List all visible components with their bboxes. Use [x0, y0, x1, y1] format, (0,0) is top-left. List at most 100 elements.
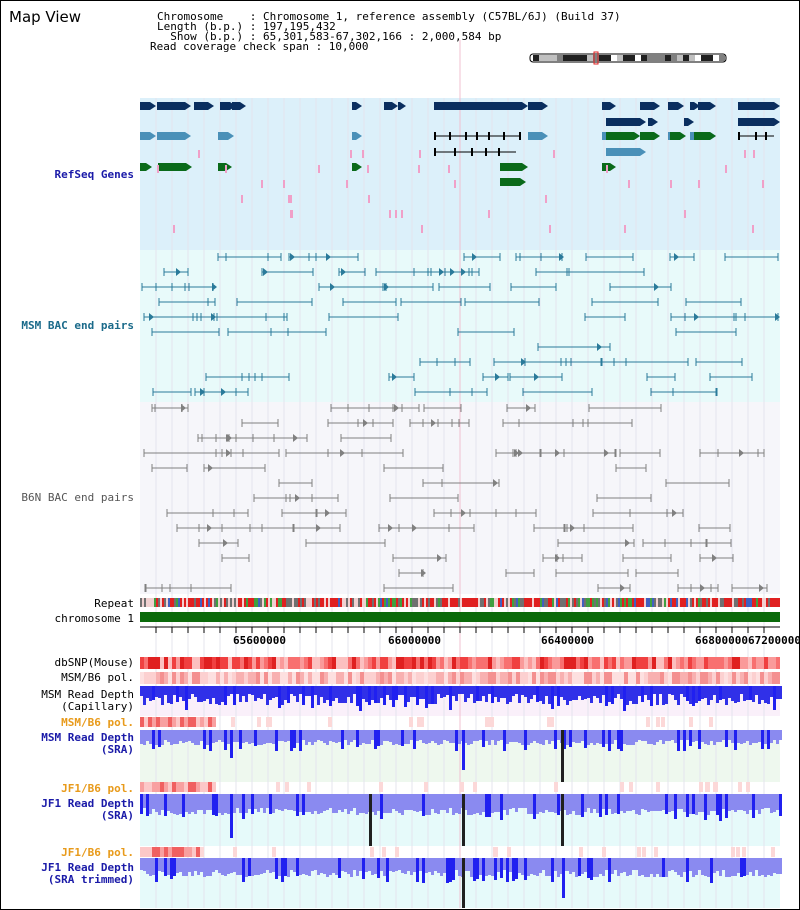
- repeat-element: [550, 598, 552, 607]
- depth-bar: [581, 730, 584, 741]
- depth-peak: [617, 730, 620, 749]
- repeat-element: [436, 598, 438, 607]
- depth-bar: [635, 794, 638, 814]
- msm-b6-pol-label[interactable]: MSM/B6 pol.: [61, 671, 134, 684]
- depth-bar: [266, 686, 269, 705]
- depth-bar: [254, 686, 257, 701]
- pol-cell: [212, 782, 216, 792]
- depth-bar: [569, 686, 572, 701]
- depth-bar: [740, 730, 743, 744]
- repeat-element: [680, 598, 682, 607]
- pol-cell: [272, 847, 276, 857]
- repeat-element: [560, 598, 562, 607]
- pol-cell: [536, 657, 540, 669]
- depth-peak: [623, 686, 626, 711]
- depth-bar: [374, 858, 377, 874]
- pol-cell: [204, 672, 208, 684]
- ideogram-band: [593, 55, 599, 61]
- msm-read-depth-sra-sub: (SRA): [100, 743, 134, 756]
- jf1-b6-pol-label[interactable]: JF1/B6 pol.: [61, 782, 134, 795]
- depth-peak: [170, 858, 173, 879]
- depth-bar: [329, 858, 332, 875]
- repeat-element: [262, 598, 264, 607]
- pol-cell: [637, 847, 641, 857]
- bac-arrow: [625, 539, 630, 547]
- depth-bar: [590, 686, 593, 703]
- jf1-read-depth-sra-label[interactable]: JF1 Read Depth: [41, 797, 134, 810]
- jf1-trimmed-label[interactable]: JF1 Read Depth: [41, 861, 134, 874]
- pol-cell: [656, 782, 660, 792]
- depth-bar: [326, 794, 329, 810]
- gene-small-feature: [290, 195, 292, 203]
- depth-bar: [491, 794, 494, 813]
- pol-cell: [524, 672, 528, 684]
- jf1-b6-pol-2-label[interactable]: JF1/B6 pol.: [61, 846, 134, 859]
- repeat-element: [670, 598, 672, 607]
- depth-bar: [404, 794, 407, 810]
- pol-cell: [596, 672, 600, 684]
- repeat-element: [478, 598, 480, 607]
- repeat-element: [186, 598, 188, 607]
- pol-cell: [644, 672, 648, 684]
- depth-bar: [683, 858, 686, 872]
- repeat-element: [368, 598, 370, 607]
- depth-peak: [662, 858, 665, 877]
- depth-bar: [488, 858, 491, 875]
- depth-bar: [395, 858, 398, 871]
- depth-bar: [746, 686, 749, 700]
- bac-arrow: [412, 524, 417, 532]
- msm-bac-label[interactable]: MSM BAC end pairs: [21, 319, 134, 332]
- repeat-element: [340, 598, 342, 607]
- pol-cell: [312, 672, 316, 684]
- pol-cell: [552, 657, 556, 669]
- pol-cell: [652, 657, 656, 669]
- depth-bar: [335, 730, 338, 743]
- pol-cell: [600, 672, 604, 684]
- pol-cell: [688, 672, 692, 684]
- repeat-element: [548, 598, 550, 607]
- depth-bar: [305, 858, 308, 875]
- depth-bar: [587, 730, 590, 745]
- msm-read-depth-cap-label[interactable]: MSM Read Depth: [41, 688, 134, 701]
- repeat-element: [544, 598, 546, 607]
- pol-cell: [432, 657, 436, 669]
- depth-bar: [173, 686, 176, 695]
- ideogram-band: [545, 55, 551, 61]
- b6n-bac-label[interactable]: B6N BAC end pairs: [21, 491, 134, 504]
- depth-bar: [209, 858, 212, 876]
- repeat-element: [404, 598, 406, 607]
- msm-read-depth-sra-label[interactable]: MSM Read Depth: [41, 731, 134, 744]
- depth-bar: [746, 730, 749, 741]
- depth-bar: [569, 794, 572, 814]
- repeat-element: [308, 598, 310, 607]
- msm-b6-pol-2-label[interactable]: MSM/B6 pol.: [61, 716, 134, 729]
- depth-bar: [668, 858, 671, 871]
- pol-cell: [264, 657, 268, 669]
- pol-cell: [412, 657, 416, 669]
- pol-cell: [547, 717, 551, 727]
- depth-bar: [599, 686, 602, 703]
- pol-cell: [232, 672, 236, 684]
- pol-cell: [316, 657, 320, 669]
- gene-arrow: [634, 132, 640, 140]
- depth-bar: [332, 794, 335, 813]
- gene-small-feature: [549, 225, 551, 233]
- refseq-genes-label[interactable]: RefSeq Genes: [54, 168, 134, 181]
- depth-bar: [449, 794, 452, 808]
- pol-cell: [276, 782, 280, 792]
- pol-cell: [620, 672, 624, 684]
- pol-cell: [424, 672, 428, 684]
- pol-cell: [408, 672, 412, 684]
- depth-bar: [245, 858, 248, 877]
- repeat-element: [310, 598, 312, 607]
- gene-feature: [500, 178, 520, 186]
- pol-cell: [204, 717, 208, 727]
- depth-bar: [779, 730, 782, 740]
- repeat-element: [188, 598, 190, 607]
- depth-peak: [377, 730, 380, 746]
- pol-cell: [560, 657, 564, 669]
- depth-bar: [704, 686, 707, 698]
- depth-bar: [488, 730, 491, 745]
- pol-cell: [208, 717, 212, 727]
- dbsnp-label[interactable]: dbSNP(Mouse): [54, 656, 134, 669]
